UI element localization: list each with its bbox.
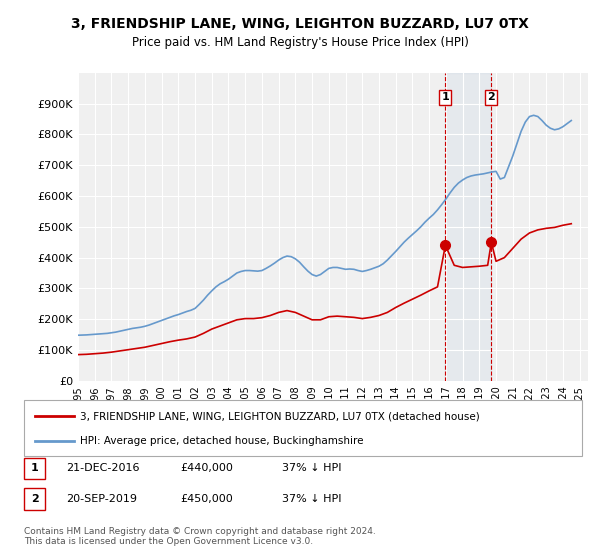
FancyBboxPatch shape [24,400,582,456]
Text: 37% ↓ HPI: 37% ↓ HPI [282,494,341,504]
Text: Contains HM Land Registry data © Crown copyright and database right 2024.
This d: Contains HM Land Registry data © Crown c… [24,526,376,546]
Text: 2: 2 [31,494,38,504]
Text: 20-SEP-2019: 20-SEP-2019 [66,494,137,504]
Text: 1: 1 [442,92,449,102]
Text: £450,000: £450,000 [180,494,233,504]
Text: 3, FRIENDSHIP LANE, WING, LEIGHTON BUZZARD, LU7 0TX: 3, FRIENDSHIP LANE, WING, LEIGHTON BUZZA… [71,17,529,31]
Text: 3, FRIENDSHIP LANE, WING, LEIGHTON BUZZARD, LU7 0TX (detached house): 3, FRIENDSHIP LANE, WING, LEIGHTON BUZZA… [80,411,479,421]
Text: £440,000: £440,000 [180,463,233,473]
Text: 37% ↓ HPI: 37% ↓ HPI [282,463,341,473]
Text: 2: 2 [487,92,495,102]
Text: 1: 1 [31,463,38,473]
Text: 21-DEC-2016: 21-DEC-2016 [66,463,139,473]
Text: Price paid vs. HM Land Registry's House Price Index (HPI): Price paid vs. HM Land Registry's House … [131,36,469,49]
Text: HPI: Average price, detached house, Buckinghamshire: HPI: Average price, detached house, Buck… [80,436,364,446]
Bar [445,73,491,381]
